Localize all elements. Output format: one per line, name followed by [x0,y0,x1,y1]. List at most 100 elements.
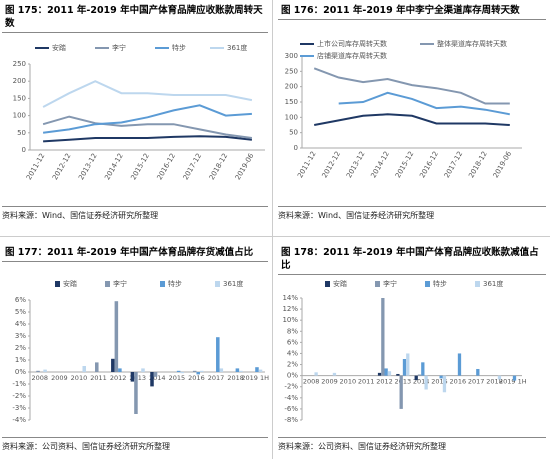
bar [421,362,425,376]
bar [396,373,400,376]
bar [387,371,392,376]
x-tick-label: 2013 [395,378,412,386]
bar [114,301,119,372]
legend-label: 安踏 [333,279,347,288]
legend-label: 特步 [172,43,186,52]
bar [439,375,443,379]
series-line [314,113,510,126]
legend-label: 李宁 [383,279,397,288]
y-tick-label: -8% [284,416,298,424]
y-tick-label: 4% [287,349,298,357]
x-tick-label: 2014 [413,378,430,386]
legend-label: 店铺渠道库存周转天数 [317,51,387,60]
y-tick-label: -6% [284,405,298,413]
y-tick-label: 6% [15,296,26,304]
y-tick-label: -2% [12,392,26,400]
bar [176,370,181,372]
legend-swatch [325,281,330,287]
chart-title: 图 178：2011 年-2019 年中国产体育品牌应收账款减值占比 [278,244,546,275]
source-note: 资料来源：Wind、国信证券经济研究所整理 [2,206,268,221]
legend-swatch [55,281,60,287]
bar [36,370,40,372]
y-tick-label: 0% [15,368,26,376]
source-note: 资料来源：Wind、国信证券经济研究所整理 [278,206,546,221]
x-tick-label: 2009 [321,378,338,386]
legend-label: 361度 [227,43,247,52]
legend-label: 李宁 [112,43,126,52]
legend-label: 李宁 [113,279,127,288]
divider [272,0,273,459]
x-tick-label: 2017 [208,374,225,382]
x-tick-label: 2018 [227,374,244,382]
y-tick-label: 300 [285,52,298,60]
x-tick-label: 2016 [450,378,467,386]
y-tick-label: -4% [284,394,298,402]
legend-swatch [475,281,480,287]
bar [314,372,318,376]
bar [377,372,382,376]
chart-title: 图 175：2011 年-2019 年中国产体育品牌应收账款周转天数 [2,2,268,33]
bar [196,372,200,375]
legend-label: 特步 [433,279,447,288]
x-tick-label: 2018 [486,378,503,386]
x-tick-label: 2019-06 [234,152,256,182]
legend-label: 安踏 [52,43,66,52]
bar [235,368,240,372]
x-tick-label: 2014-12 [369,150,391,179]
x-tick-label: 2008 [303,378,320,386]
x-tick-label: 2009 [51,374,68,382]
x-tick-label: 2011 [90,374,107,382]
y-tick-label: 10% [282,316,298,324]
bar [150,372,154,387]
bar [134,372,138,414]
legend-swatch [160,281,165,287]
y-tick-label: 3% [15,332,26,340]
y-tick-label: 6% [287,338,298,346]
y-tick-label: 250 [13,60,26,68]
source-note: 资料来源：公司资料、国信证券经济研究所整理 [2,437,268,452]
y-tick-label: 2% [287,361,298,369]
x-tick-label: 2018-12 [467,150,489,179]
bar [442,375,447,393]
y-tick-label: 100 [13,112,26,120]
bar [111,358,115,372]
y-tick-label: -4% [12,416,26,424]
x-tick-label: 2013-12 [345,150,367,179]
legend-swatch [215,281,220,287]
y-tick-label: 200 [13,77,26,85]
y-tick-label: -3% [12,404,26,412]
y-tick-label: -1% [12,380,26,388]
bar [512,375,517,381]
y-tick-label: 1% [15,356,26,364]
y-tick-label: 200 [285,83,298,91]
bar [258,369,263,372]
bar [497,375,502,380]
y-tick-label: 150 [13,94,26,102]
y-tick-label: 2% [15,344,26,352]
x-tick-label: 2012-12 [51,152,73,181]
chart-title: 图 176：2011 年-2019 年中李宁全渠道库存周转天数 [278,2,546,20]
x-tick-label: 2019 1H [499,378,527,386]
x-tick-label: 2012 [376,378,393,386]
bar [239,370,243,372]
y-tick-label: 50 [289,129,298,137]
bar [43,369,47,372]
x-tick-label: 2014 [149,374,166,382]
legend-label: 361度 [483,279,503,288]
legend-label: 整体渠道库存周转天数 [437,39,507,48]
legend-label: 361度 [223,279,243,288]
bar [130,372,135,382]
x-tick-label: 2018-12 [208,152,230,181]
x-tick-label: 2012 [110,374,127,382]
x-tick-label: 2012-12 [321,150,343,179]
bar [402,359,407,376]
bar [476,368,480,376]
legend-swatch [105,281,110,287]
bar [153,372,158,377]
bar [180,372,184,374]
x-tick-label: 2015 [431,378,448,386]
bar [118,368,122,372]
y-tick-label: 50 [17,129,26,137]
